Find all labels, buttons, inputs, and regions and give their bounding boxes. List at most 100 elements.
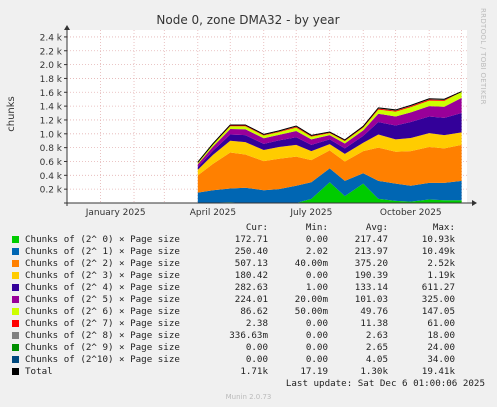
legend-min: 0.00: [305, 234, 328, 245]
y-tick-label: 1.4 k: [40, 103, 63, 113]
legend-avg: 375.20: [354, 258, 388, 269]
y-axis-arrow: [64, 25, 70, 30]
legend-row: Chunks of (2^ 3) × Page size 180.42 0.00 19…: [12, 270, 455, 282]
legend-cur: 282.63: [234, 282, 268, 293]
legend-series-name: Chunks of (2^ 9) × Page size: [25, 342, 180, 353]
legend-max: 24.00: [427, 342, 455, 353]
y-tick-label: 2.2 k: [40, 47, 63, 57]
legend-cur: 0.00: [245, 342, 268, 353]
y-tick-label: 1.6 k: [40, 89, 63, 99]
y-tick-label: 1.8 k: [40, 75, 63, 85]
legend-max: 611.27: [421, 282, 455, 293]
area-series: [197, 168, 462, 203]
y-tick-label: 0.8 k: [40, 144, 63, 154]
legend-avg: 190.39: [354, 270, 388, 281]
legend-row: Chunks of (2^ 8) × Page size 336.63m 0.00 2…: [12, 330, 455, 342]
legend-avg: 2.65: [365, 342, 388, 353]
legend-header-max: Max:: [432, 222, 455, 233]
legend-swatch: [12, 356, 19, 363]
x-axis-arrow: [472, 200, 477, 206]
legend-header-min: Min:: [305, 222, 328, 233]
legend-header: Cur: Min: Avg: Max:: [12, 222, 455, 234]
legend-swatch: [12, 272, 19, 279]
legend-cur: 86.62: [240, 306, 268, 317]
x-tick-label: January 2025: [85, 208, 146, 218]
area-series: [197, 182, 462, 203]
legend-max: 325.00: [421, 294, 455, 305]
legend-series-name: Chunks of (2^10) × Page size: [25, 354, 180, 365]
legend-row: Chunks of (2^ 9) × Page size 0.00 0.00 2.65…: [12, 342, 455, 354]
y-tick-label: 1.0 k: [40, 130, 63, 140]
legend-avg: 4.05: [365, 354, 388, 365]
legend-series-name: Chunks of (2^ 2) × Page size: [25, 258, 180, 269]
y-axis-label: chunks: [6, 96, 17, 132]
generator-credit: Munin 2.0.73: [225, 393, 272, 401]
legend-rows: Chunks of (2^ 0) × Page size 172.71 0.00 21…: [12, 234, 455, 378]
legend-max: 61.00: [427, 318, 455, 329]
legend-row: Chunks of (2^ 5) × Page size 224.01 20.00m…: [12, 294, 455, 306]
legend-row: Chunks of (2^ 4) × Page size 282.63 1.00 13…: [12, 282, 455, 294]
legend-row: Chunks of (2^ 2) × Page size 507.13 40.00m…: [12, 258, 455, 270]
legend-series-name: Chunks of (2^ 7) × Page size: [25, 318, 180, 329]
legend: Cur: Min: Avg: Max: Chunks of (2^ 0) × P…: [12, 222, 455, 378]
legend-max: 2.52k: [427, 258, 455, 269]
legend-series-name: Chunks of (2^ 5) × Page size: [25, 294, 180, 305]
legend-row: Chunks of (2^ 1) × Page size 250.40 2.02 21…: [12, 246, 455, 258]
y-tick-label: 2.0 k: [40, 61, 63, 71]
area-series: [197, 144, 462, 193]
legend-series-name: Chunks of (2^ 8) × Page size: [25, 330, 180, 341]
legend-avg: 2.63: [365, 330, 388, 341]
legend-series-name: Chunks of (2^ 6) × Page size: [25, 306, 180, 317]
y-tick-label: 0.6 k: [40, 158, 63, 168]
legend-cur: 0.00: [245, 354, 268, 365]
legend-avg: 213.97: [354, 246, 388, 257]
legend-cur: 250.40: [234, 246, 268, 257]
legend-min: 17.19: [300, 366, 328, 377]
legend-max: 10.49k: [421, 246, 455, 257]
legend-swatch: [12, 308, 19, 315]
legend-min: 0.00: [305, 270, 328, 281]
legend-min: 0.00: [305, 342, 328, 353]
legend-cur: 1.71k: [240, 366, 268, 377]
y-ticks: 0.2 k 0.4 k 0.6 k 0.8 k 1.0 k 1.2 k 1.4 k 1.6 k…: [40, 33, 67, 196]
legend-series-name: Chunks of (2^ 0) × Page size: [25, 234, 180, 245]
legend-avg: 217.47: [354, 234, 388, 245]
legend-swatch: [12, 236, 19, 243]
legend-cur: 336.63m: [229, 330, 268, 341]
stacked-areas: [197, 91, 462, 203]
legend-row: Chunks of (2^ 0) × Page size 172.71 0.00 21…: [12, 234, 455, 246]
legend-min: 1.00: [305, 282, 328, 293]
chart: Node 0, zone DMA32 - by year chunks 0.2 …: [6, 13, 477, 218]
area-series: [197, 113, 462, 170]
x-tick-label: July 2025: [289, 208, 332, 218]
last-update: Last update: Sat Dec 6 01:00:06 2025: [285, 378, 485, 389]
legend-header-cur: Cur:: [245, 222, 268, 233]
legend-min: 50.00m: [294, 306, 328, 317]
legend-cur: 224.01: [234, 294, 268, 305]
legend-swatch: [12, 332, 19, 339]
chart-title: Node 0, zone DMA32 - by year: [156, 13, 339, 27]
legend-swatch: [12, 344, 19, 351]
legend-max: 34.00: [427, 354, 455, 365]
legend-max: 1.19k: [427, 270, 455, 281]
legend-avg: 1.30k: [360, 366, 388, 377]
legend-max: 147.05: [421, 306, 455, 317]
legend-swatch: [12, 284, 19, 291]
legend-cur: 172.71: [234, 234, 268, 245]
legend-cur: 180.42: [234, 270, 268, 281]
legend-avg: 101.03: [354, 294, 388, 305]
legend-cur: 507.13: [234, 258, 268, 269]
legend-avg: 49.76: [360, 306, 388, 317]
y-tick-label: 0.2 k: [40, 186, 63, 196]
legend-min: 0.00: [305, 330, 328, 341]
legend-header-avg: Avg:: [365, 222, 388, 233]
legend-swatch: [12, 320, 19, 327]
legend-avg: 11.38: [360, 318, 388, 329]
legend-min: 0.00: [305, 354, 328, 365]
legend-max: 19.41k: [421, 366, 455, 377]
area-series: [197, 97, 462, 168]
legend-min: 20.00m: [294, 294, 328, 305]
legend-min: 0.00: [305, 318, 328, 329]
legend-max: 18.00: [427, 330, 455, 341]
x-ticks: January 2025 April 2025 July 2025 October 2…: [85, 208, 442, 218]
